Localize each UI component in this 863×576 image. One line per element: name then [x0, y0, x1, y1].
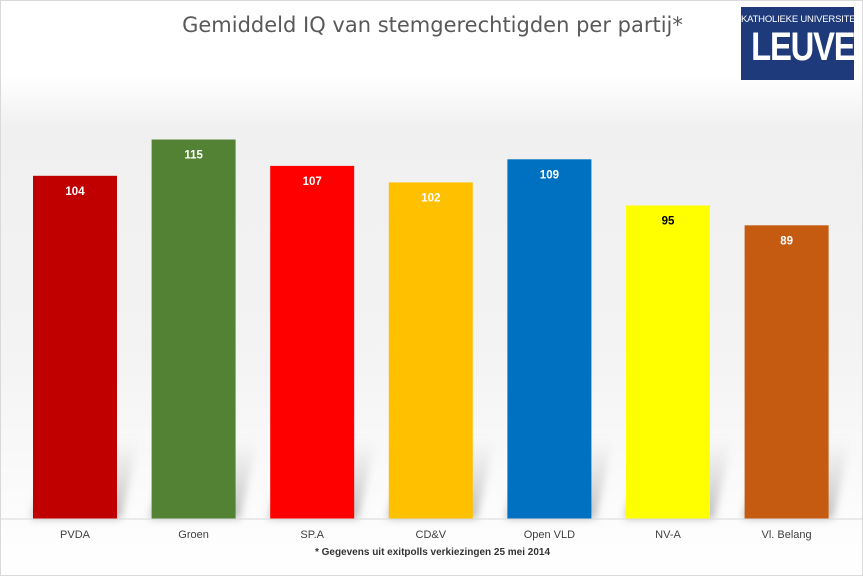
- bar-open-vld: [507, 159, 592, 520]
- bar-value-label: 89: [780, 235, 793, 247]
- footnote: * Gegevens uit exitpolls verkiezingen 25…: [314, 547, 551, 558]
- bar-value-label: 104: [65, 186, 85, 198]
- category-tick-label: Open VLD: [524, 529, 575, 541]
- bar-value-label: 115: [184, 150, 203, 162]
- category-tick-label: Groen: [178, 529, 209, 541]
- bar-value-label: 95: [662, 216, 675, 228]
- bar-pvda: [33, 175, 117, 520]
- category-tick-label: Vl. Belang: [762, 529, 812, 541]
- bar-vl-belang: [744, 225, 829, 520]
- ku-leuven-logo: KATHOLIEKE UNIVERSITEIT LEUVEN: [741, 7, 863, 80]
- bar-value-label: 107: [303, 176, 322, 188]
- category-tick-label: PVDA: [60, 529, 91, 541]
- bar-value-label: 109: [540, 169, 559, 181]
- category-tick-label: CD&V: [416, 529, 447, 541]
- bar-cd-v: [388, 182, 473, 519]
- logo-top-text: KATHOLIEKE UNIVERSITEIT: [741, 14, 863, 25]
- category-tick-label: NV-A: [655, 529, 681, 541]
- bar-sp-a: [270, 165, 355, 519]
- bar-value-label: 102: [421, 192, 440, 204]
- bar-groen: [151, 139, 236, 519]
- bar-nv-a: [626, 205, 710, 519]
- logo-main-text: LEUVEN: [751, 25, 862, 69]
- category-tick-label: SP.A: [300, 529, 324, 541]
- chart-title: Gemiddeld IQ van stemgerechtigden per pa…: [182, 13, 683, 37]
